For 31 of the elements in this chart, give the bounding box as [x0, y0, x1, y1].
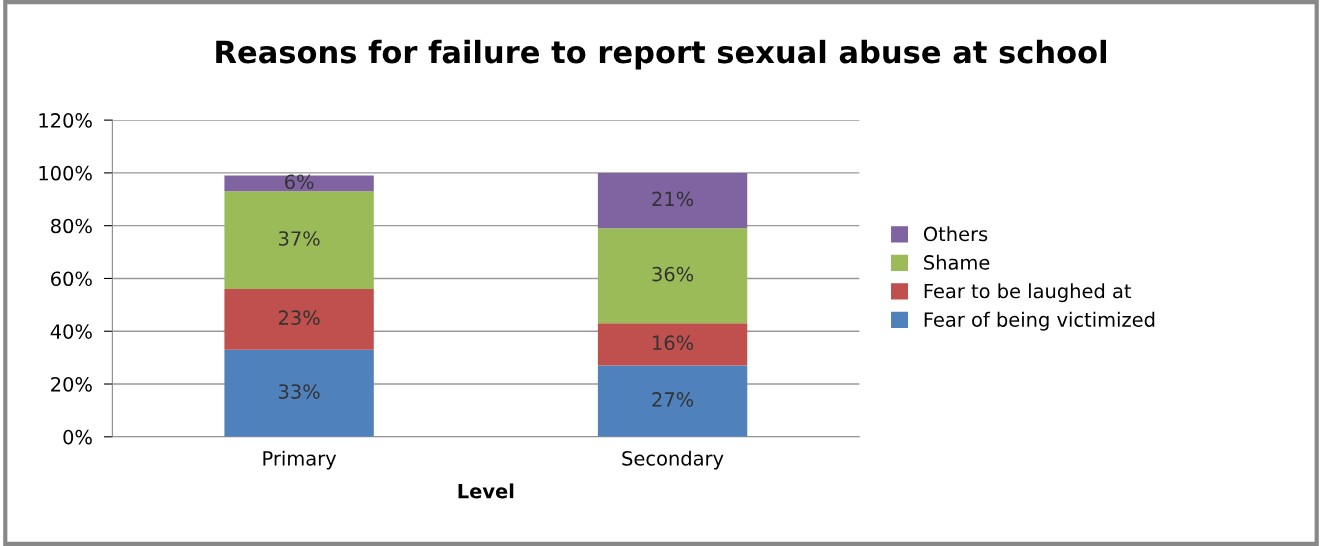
data-label: 33%	[278, 384, 320, 399]
data-label: 27%	[652, 392, 694, 407]
bar	[224, 289, 374, 350]
data-label: 36%	[652, 266, 694, 282]
y-tick-label: 80%	[51, 218, 92, 234]
bar	[597, 172, 748, 229]
bar	[224, 175, 374, 192]
data-label: 6%	[285, 174, 314, 190]
x-tick-label: Secondary	[622, 450, 724, 470]
y-tick-label: 120%	[39, 113, 92, 128]
data-label: 23%	[278, 310, 320, 326]
y-tick-label: 20%	[51, 376, 92, 392]
data-label: 16%	[653, 335, 694, 351]
bar	[597, 365, 748, 437]
y-tick-label: 60%	[51, 271, 92, 287]
bar	[597, 323, 748, 366]
x-axis-title: Level	[458, 483, 514, 499]
bar	[224, 191, 374, 290]
legend-label: Others	[923, 226, 988, 242]
bar	[597, 228, 748, 324]
y-tick-label: 100%	[39, 165, 92, 181]
legend-label: Fear to be laughed at	[924, 283, 1132, 303]
legend-label: Shame	[924, 254, 990, 270]
data-label: 37%	[278, 231, 320, 246]
y-tick-label: 40%	[50, 324, 92, 339]
y-tick-label: 0%	[63, 429, 92, 445]
chart-title: Reasons for failure to report sexual abuse at school	[216, 39, 1107, 70]
data-label: 21%	[652, 191, 694, 207]
bar	[224, 349, 374, 437]
x-tick-label: Primary	[263, 450, 337, 470]
legend-label: Fear of being victimized	[924, 311, 1155, 331]
